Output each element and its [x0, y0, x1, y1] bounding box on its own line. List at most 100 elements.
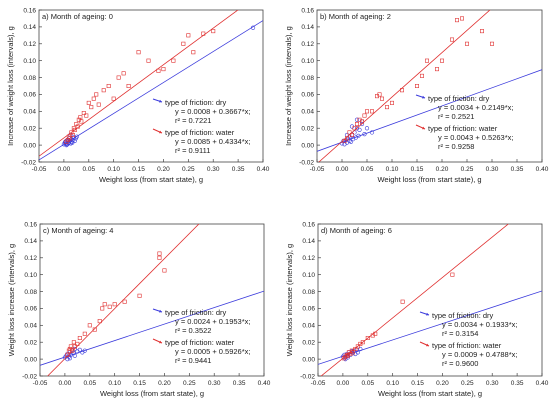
- data-point-water: [84, 113, 89, 118]
- y-tick-label: 0.08: [302, 289, 315, 296]
- data-point-water: [146, 58, 151, 63]
- x-tick-label: 0.30: [486, 166, 499, 173]
- legend-water-label: type of friction: water: [432, 341, 502, 350]
- data-point-water: [67, 136, 72, 141]
- legend-dry-equation: y = 0.0034 + 0.1933*x;: [442, 320, 517, 329]
- y-tick-label: 0.00: [23, 142, 36, 149]
- y-tick-label: 0.10: [302, 272, 315, 279]
- data-point-water: [379, 96, 384, 101]
- data-point-water: [364, 109, 369, 114]
- legend-water-r2: r² = 0.9258: [438, 142, 474, 151]
- x-tick-label: 0.10: [108, 380, 121, 387]
- data-point-water: [111, 96, 116, 101]
- y-tick-label: 0.16: [301, 7, 314, 14]
- data-point-water: [359, 119, 364, 124]
- data-point-water: [79, 119, 84, 124]
- data-point-dry: [357, 127, 362, 133]
- data-point-water: [354, 122, 359, 127]
- y-tick-label: 0.06: [301, 92, 314, 99]
- data-point-water: [373, 331, 378, 336]
- legend-water-r2: r² = 0.9441: [175, 356, 211, 365]
- y-axis-label: Increase of weight loss (intervals), g: [6, 26, 15, 146]
- chart-panel-4: -0.05 0.00 0.05 0.10 0.15 0.20 0.25 0.30 0.35 0.4…: [285, 221, 549, 398]
- x-tick-label: 0.30: [486, 380, 499, 387]
- legend-water-r2: r² = 0.9600: [442, 359, 478, 368]
- legend-water-label: type of friction: water: [165, 338, 235, 347]
- legend-dry-arrow-head: [159, 99, 162, 103]
- x-tick-label: 0.40: [257, 166, 270, 173]
- data-point-water: [191, 50, 196, 55]
- y-tick-label: 0.06: [24, 306, 37, 313]
- data-point-water: [419, 73, 424, 78]
- data-point-water: [211, 29, 216, 34]
- x-tick-label: 0.15: [132, 166, 145, 173]
- x-tick-label: 0.40: [536, 380, 549, 387]
- data-point-water: [424, 58, 429, 63]
- legend-water-arrow-head: [422, 126, 425, 130]
- y-tick-label: 0.04: [24, 323, 37, 330]
- y-tick-label: 0.12: [23, 41, 36, 48]
- data-point-water: [70, 132, 75, 137]
- legend-dry-label: type of friction: dry: [165, 98, 227, 107]
- y-tick-label: 0.02: [24, 340, 37, 347]
- data-point-water: [450, 272, 455, 277]
- x-tick-label: 0.35: [233, 380, 246, 387]
- data-point-water: [82, 331, 87, 336]
- data-point-water: [365, 335, 370, 340]
- legend-water-equation: y = 0.0005 + 0.5926*x;: [175, 347, 250, 356]
- legend-water-arrow-head: [159, 340, 162, 344]
- data-point-water: [449, 37, 454, 42]
- x-tick-label: 0.35: [511, 380, 524, 387]
- data-point-dry: [354, 117, 360, 122]
- x-tick-label: -0.05: [310, 166, 325, 173]
- x-tick-label: 0.10: [107, 166, 120, 173]
- legend-water-equation: y = 0.0043 + 0.5263*x;: [438, 133, 513, 142]
- data-point-water: [97, 319, 102, 324]
- y-tick-label: 0.02: [301, 126, 314, 133]
- data-point-water: [91, 96, 96, 101]
- data-point-dry: [347, 138, 352, 143]
- y-tick-label: 0.16: [302, 221, 315, 228]
- legend-water-equation: y = 0.0085 + 0.4334*x;: [175, 137, 250, 146]
- data-point-dry: [362, 132, 367, 137]
- data-point-dry: [358, 346, 363, 352]
- y-tick-label: 0.10: [24, 272, 37, 279]
- data-point-water: [65, 352, 70, 357]
- y-tick-label: -0.02: [22, 373, 37, 380]
- data-point-water: [353, 346, 358, 351]
- x-tick-label: 0.20: [158, 380, 171, 387]
- data-point-water: [459, 16, 464, 21]
- data-point-water: [122, 299, 127, 304]
- data-point-water: [186, 33, 191, 38]
- y-tick-label: 0.10: [23, 58, 36, 65]
- data-point-water: [162, 268, 167, 273]
- data-point-water: [78, 115, 83, 120]
- data-point-water: [434, 67, 439, 72]
- data-point-water: [352, 126, 357, 131]
- data-point-water: [112, 302, 117, 307]
- data-point-dry: [74, 134, 79, 139]
- x-tick-label: 0.20: [436, 380, 449, 387]
- data-point-water: [116, 75, 121, 80]
- y-tick-label: 0.14: [23, 24, 36, 31]
- data-point-water: [201, 31, 206, 36]
- x-tick-label: 0.10: [386, 166, 399, 173]
- data-point-water: [349, 132, 354, 137]
- x-tick-label: -0.05: [32, 166, 47, 173]
- fit-line-water: [47, 224, 200, 376]
- panel-title: c) Month of ageing: 4: [43, 226, 113, 235]
- x-tick-label: 0.25: [461, 380, 474, 387]
- data-point-water: [171, 58, 176, 63]
- x-tick-label: 0.05: [361, 380, 374, 387]
- x-axis-label: Weight loss (from start state), g: [377, 175, 481, 184]
- legend-water-label: type of friction: water: [165, 128, 235, 137]
- data-point-water: [89, 105, 94, 110]
- data-point-dry: [250, 25, 256, 30]
- data-point-dry: [70, 140, 75, 145]
- x-tick-label: 0.30: [207, 166, 220, 173]
- x-tick-label: 0.25: [183, 380, 196, 387]
- y-tick-label: 0.10: [301, 58, 314, 65]
- data-point-dry: [77, 347, 82, 352]
- x-tick-label: 0.00: [58, 166, 71, 173]
